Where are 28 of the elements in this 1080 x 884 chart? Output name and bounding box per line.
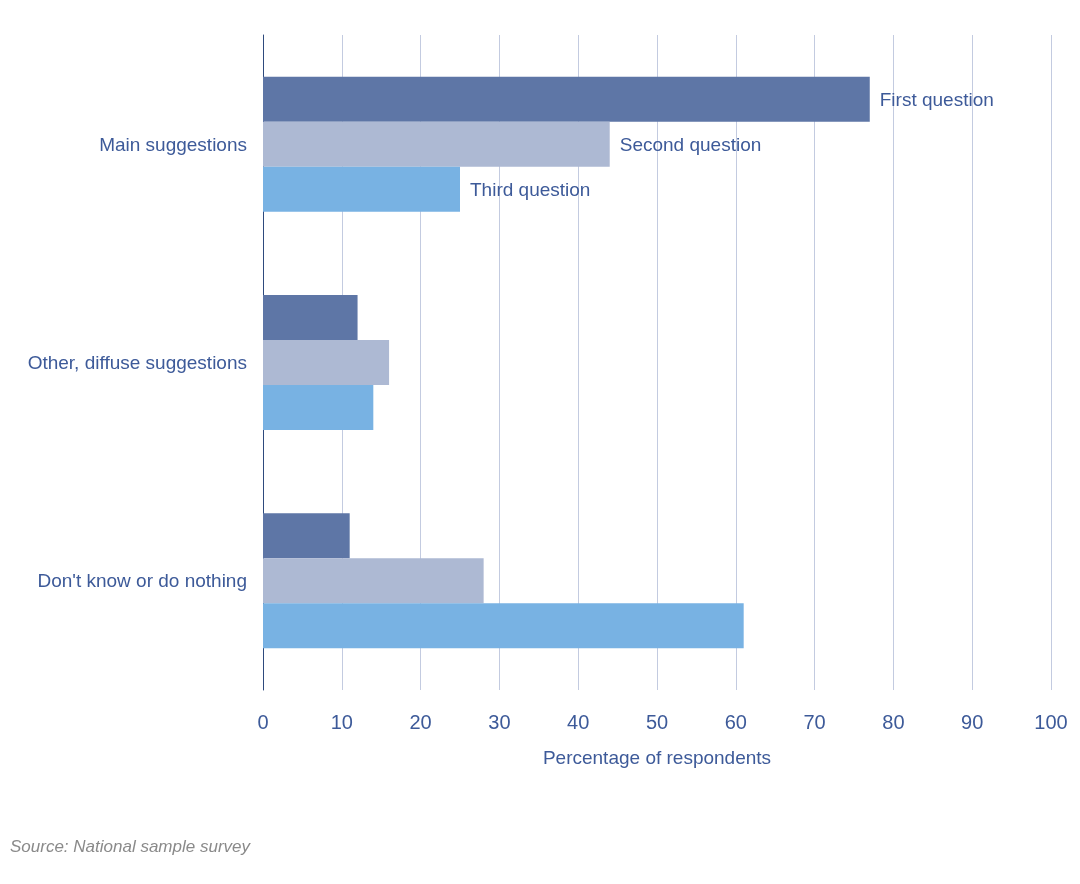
series-label: Third question [470,178,591,200]
y-tick-label: Other, diffuse suggestions [27,352,247,373]
x-axis-title: Percentage of respondents [542,747,772,768]
x-tick-label: 60 [724,711,747,733]
bar [263,121,610,167]
x-tick-label: 70 [803,711,826,733]
x-tick-label: 30 [488,711,511,733]
x-tick-label: 100 [1034,711,1068,733]
x-tick-label: 10 [330,711,353,733]
x-tick-label: 80 [882,711,905,733]
series-label: Second question [619,133,762,155]
bar [263,385,374,430]
x-tick-label: 90 [961,711,984,733]
bar [263,340,390,385]
x-tick-label: 20 [409,711,432,733]
source-note: Source: National sample survey [10,837,252,856]
x-tick-label: 0 [257,711,269,733]
bar [263,513,350,559]
y-tick-label: Main suggestions [99,133,247,155]
bar [263,603,744,649]
x-tick-label: 40 [567,711,590,733]
x-tick-label: 50 [645,711,669,733]
bar [263,166,460,212]
bar [263,295,358,340]
series-label: First question [879,88,994,110]
y-tick-label: Don't know or do nothing [37,570,247,592]
bar [263,558,484,604]
bar [263,76,870,122]
